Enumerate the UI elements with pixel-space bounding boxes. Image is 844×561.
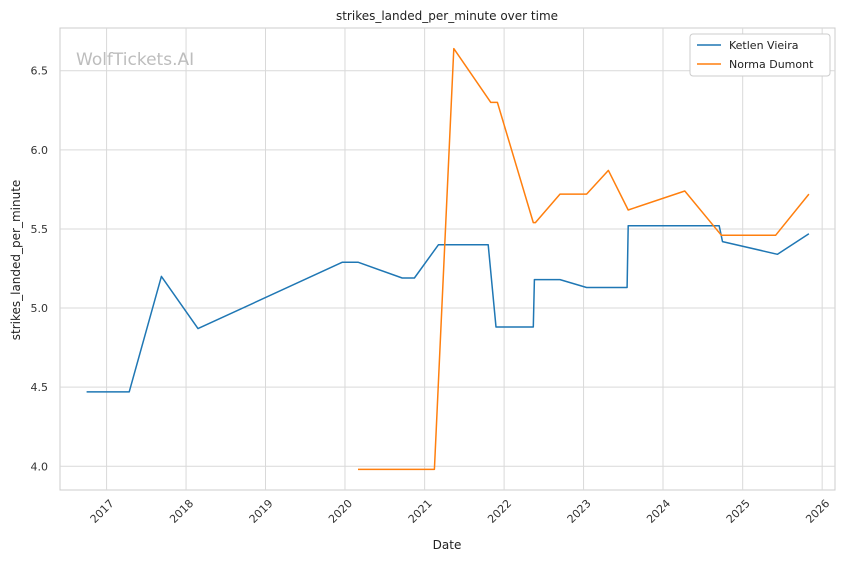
x-tick-label: 2022 xyxy=(485,497,514,526)
grid xyxy=(60,28,835,490)
y-tick-label: 6.5 xyxy=(31,65,49,78)
y-tick-label: 5.5 xyxy=(31,223,49,236)
x-tick-label: 2018 xyxy=(167,497,196,526)
watermark: WolfTickets.AI xyxy=(76,50,194,70)
x-tick-label: 2025 xyxy=(724,497,753,526)
x-tick-label: 2020 xyxy=(326,497,355,526)
y-tick-label: 4.5 xyxy=(31,381,49,394)
x-tick-label: 2026 xyxy=(803,497,832,526)
chart-title: strikes_landed_per_minute over time xyxy=(336,9,558,23)
x-tick-labels: 2017 2018 2019 2020 2021 2022 2023 2024 2025 2026 xyxy=(88,497,833,526)
y-tick-labels: 4.0 4.5 5.0 5.5 6.0 6.5 xyxy=(31,65,49,474)
legend-label-norma-dumont: Norma Dumont xyxy=(729,58,814,71)
x-tick-label: 2024 xyxy=(644,497,673,526)
plot-area xyxy=(59,27,836,491)
series-layer xyxy=(86,47,810,471)
y-axis-label: strikes_landed_per_minute xyxy=(9,180,23,341)
x-tick-label: 2021 xyxy=(406,497,435,526)
legend: Ketlen Vieira Norma Dumont xyxy=(689,33,831,77)
x-tick-label: 2019 xyxy=(247,497,276,526)
series-line-ketlen-vieira xyxy=(86,225,810,393)
x-tick-label: 2023 xyxy=(565,497,594,526)
y-tick-label: 6.0 xyxy=(31,144,49,157)
x-axis-label: Date xyxy=(433,538,462,552)
y-tick-label: 4.0 xyxy=(31,460,49,473)
legend-box xyxy=(689,33,831,77)
series-line-norma-dumont xyxy=(358,47,810,471)
legend-label-ketlen-vieira: Ketlen Vieira xyxy=(729,39,798,52)
x-tick-label: 2017 xyxy=(88,497,117,526)
y-tick-label: 5.0 xyxy=(31,302,49,315)
